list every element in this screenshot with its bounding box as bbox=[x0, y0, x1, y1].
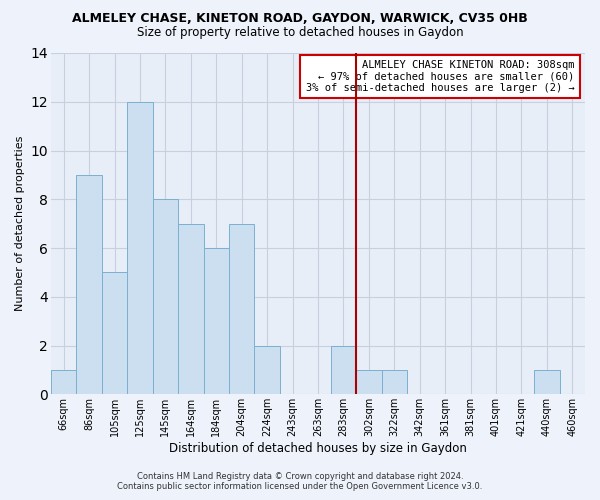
Bar bbox=[76, 175, 102, 394]
Bar bbox=[229, 224, 254, 394]
Bar bbox=[382, 370, 407, 394]
Bar bbox=[534, 370, 560, 394]
Text: Size of property relative to detached houses in Gaydon: Size of property relative to detached ho… bbox=[137, 26, 463, 39]
Bar bbox=[356, 370, 382, 394]
Bar bbox=[254, 346, 280, 395]
Y-axis label: Number of detached properties: Number of detached properties bbox=[15, 136, 25, 312]
Bar bbox=[51, 370, 76, 394]
Bar bbox=[178, 224, 203, 394]
Text: ALMELEY CHASE KINETON ROAD: 308sqm
← 97% of detached houses are smaller (60)
3% : ALMELEY CHASE KINETON ROAD: 308sqm ← 97%… bbox=[305, 60, 574, 93]
Bar bbox=[102, 272, 127, 394]
Bar bbox=[203, 248, 229, 394]
Bar bbox=[331, 346, 356, 395]
Bar bbox=[152, 200, 178, 394]
Text: ALMELEY CHASE, KINETON ROAD, GAYDON, WARWICK, CV35 0HB: ALMELEY CHASE, KINETON ROAD, GAYDON, WAR… bbox=[72, 12, 528, 26]
Text: Contains HM Land Registry data © Crown copyright and database right 2024.
Contai: Contains HM Land Registry data © Crown c… bbox=[118, 472, 482, 491]
X-axis label: Distribution of detached houses by size in Gaydon: Distribution of detached houses by size … bbox=[169, 442, 467, 455]
Bar bbox=[127, 102, 152, 395]
